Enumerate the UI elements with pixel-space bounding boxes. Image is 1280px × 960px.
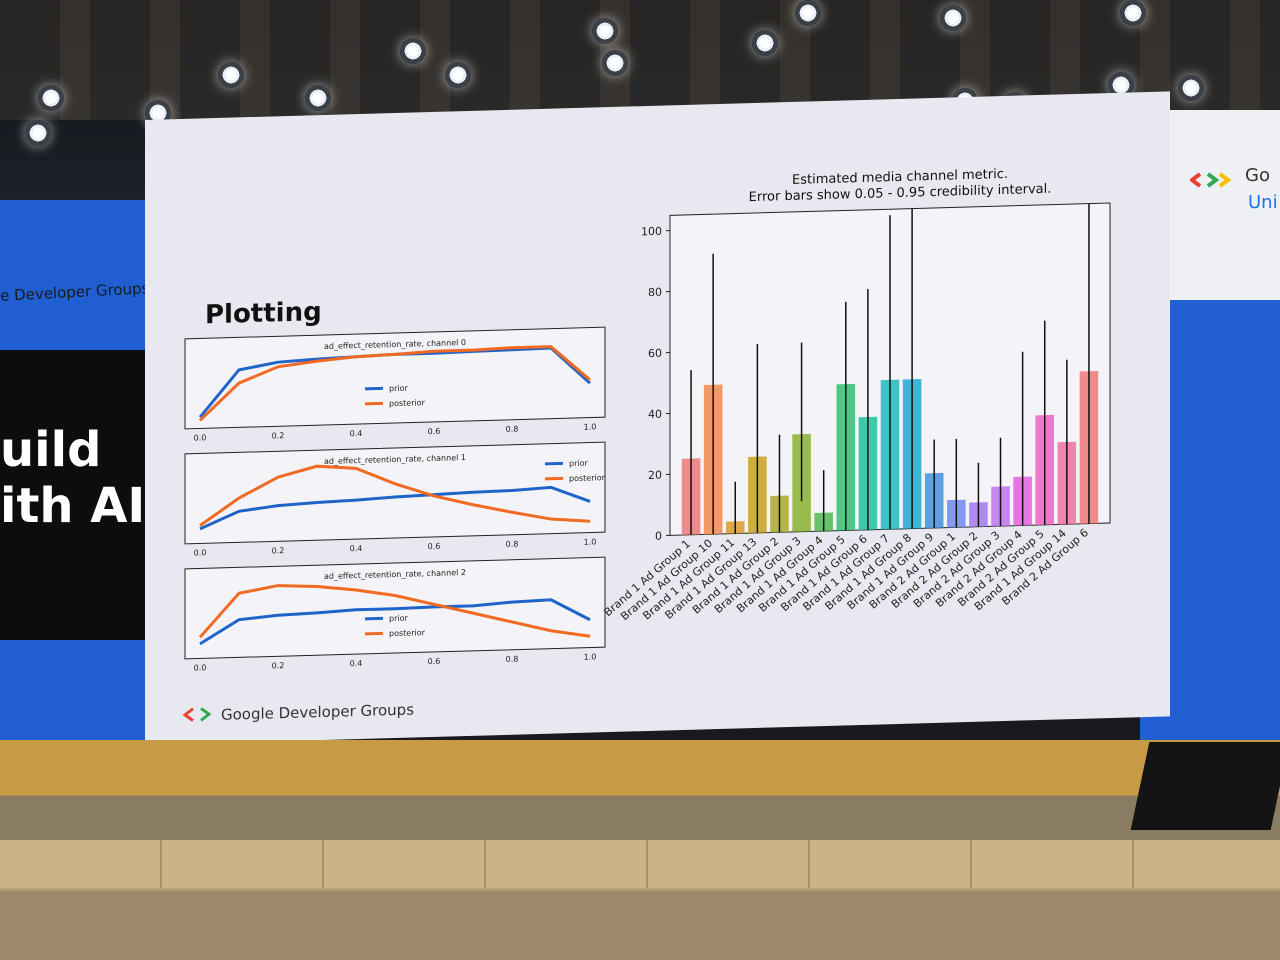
legend-prior-swatch [365, 616, 383, 621]
density-panel: ad_effect_retention_rate, channel 0 0.0 0.… [184, 326, 606, 443]
stage-spotlight [1120, 0, 1146, 26]
stage-spotlight [445, 62, 471, 88]
gdg-logo-icon [1190, 172, 1232, 188]
legend-posterior-label: posterior [569, 473, 606, 483]
y-tick-label: 20 [648, 469, 662, 482]
right-wall-line-2: Uni [1248, 192, 1278, 213]
density-x-tick: 0.0 [194, 663, 207, 672]
stage-spotlight [218, 62, 244, 88]
bar-chart: Estimated media channel metric.Error bar… [601, 167, 1111, 623]
density-panel-title: ad_effect_retention_rate, channel 0 [324, 338, 466, 351]
y-tick-label: 80 [648, 286, 662, 299]
density-panel: ad_effect_retention_rate, channel 2 0.0 0.… [184, 556, 606, 673]
prior-curve [199, 485, 591, 531]
right-wall-line-1: Go [1245, 165, 1270, 186]
density-panel-frame [184, 326, 606, 430]
left-wall-line-1: uild [0, 422, 102, 478]
stage-spotlight [25, 120, 51, 146]
posterior-curve [198, 584, 591, 639]
legend-prior-label: prior [569, 459, 588, 469]
density-x-tick: 0.6 [428, 427, 441, 436]
density-x-tick: 0.4 [350, 659, 363, 668]
stage-spotlight [602, 50, 628, 76]
gdg-logo-icon [200, 707, 212, 722]
density-x-tick: 0.2 [272, 431, 285, 440]
density-panel-title: ad_effect_retention_rate, channel 1 [324, 453, 466, 466]
y-tick-label: 100 [641, 225, 662, 239]
stage-spotlight [752, 30, 778, 56]
density-plots: ad_effect_retention_rate, channel 0 0.0 0.… [184, 326, 606, 673]
legend-posterior-swatch [365, 401, 383, 406]
legend-posterior-label: posterior [389, 628, 426, 638]
density-x-tick: 0.4 [350, 429, 363, 438]
density-panel-frame [184, 441, 606, 545]
presentation-screen: Plotting ad_effect_retention_rate, chann… [145, 91, 1170, 746]
density-panel-title: ad_effect_retention_rate, channel 2 [324, 568, 466, 581]
y-tick-label: 60 [648, 347, 662, 360]
chart-title: Estimated media channel metric. [792, 167, 1008, 188]
density-x-tick: 0.4 [350, 544, 363, 553]
legend-prior-swatch [365, 386, 383, 391]
left-wall-line-2: ith AI [0, 478, 146, 534]
gdg-logo-icon [182, 707, 194, 722]
legend-prior-label: prior [389, 614, 408, 624]
legend-prior-swatch [545, 461, 563, 466]
density-panel: ad_effect_retention_rate, channel 1 0.0 0.… [184, 441, 606, 558]
y-tick-label: 40 [648, 408, 662, 421]
stage-spotlight [38, 85, 64, 111]
density-x-tick: 0.0 [194, 433, 207, 442]
legend-posterior-swatch [365, 631, 383, 636]
density-x-tick: 0.0 [194, 548, 207, 557]
stage-spotlight [795, 0, 821, 26]
stage-spotlight [1178, 75, 1204, 101]
density-x-tick: 0.6 [428, 542, 441, 551]
floor-monitor-speaker [1130, 742, 1280, 830]
slide-title: Plotting [205, 297, 322, 330]
prior-curve [199, 598, 591, 646]
footer-logo-text: Google Developer Groups [221, 700, 414, 723]
density-x-tick: 0.8 [506, 655, 519, 664]
legend-prior-label: prior [389, 384, 408, 394]
slide-canvas: Plotting ad_effect_retention_rate, chann… [182, 167, 1111, 724]
density-x-tick: 1.0 [584, 652, 597, 661]
stage-spotlight [592, 18, 618, 44]
stage-front-panel [0, 840, 1280, 888]
density-x-tick: 0.2 [272, 661, 285, 670]
posterior-curve [199, 464, 591, 527]
density-x-tick: 0.6 [428, 657, 441, 666]
density-x-tick: 0.2 [272, 546, 285, 555]
density-x-tick: 0.8 [506, 540, 519, 549]
stage-spotlight [305, 85, 331, 111]
density-x-tick: 1.0 [584, 537, 597, 546]
left-led-panel [0, 350, 160, 640]
posterior-curve [198, 345, 591, 422]
stage-spotlight [940, 5, 966, 31]
legend-posterior-label: posterior [389, 398, 426, 408]
footer-logo: Google Developer Groups [182, 700, 414, 724]
y-tick-label: 0 [655, 530, 662, 543]
legend-posterior-swatch [545, 476, 563, 481]
stage-spotlight [400, 38, 426, 64]
density-x-tick: 0.8 [506, 425, 519, 434]
density-x-tick: 1.0 [584, 422, 597, 431]
